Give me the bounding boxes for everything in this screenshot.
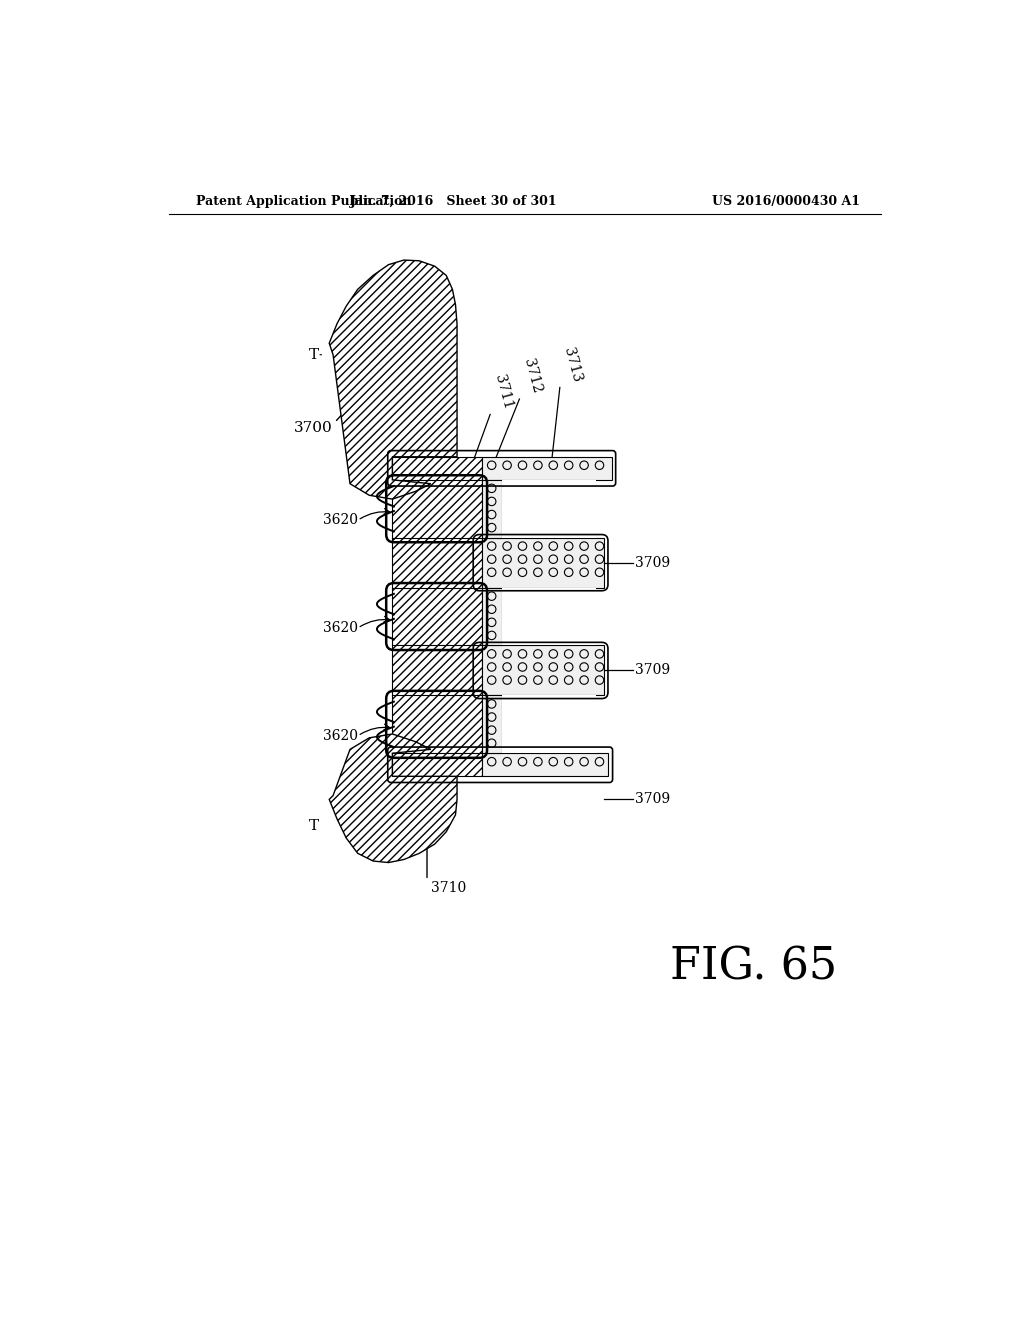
Bar [482,480,502,537]
Text: 3700: 3700 [294,421,333,434]
Text: 3713: 3713 [561,346,584,384]
Text: 3620: 3620 [323,513,357,527]
Text: 3620: 3620 [323,622,357,635]
Text: 3711: 3711 [492,372,514,411]
Text: US 2016/0000430 A1: US 2016/0000430 A1 [712,195,860,209]
Bar [482,754,608,776]
Bar [482,587,502,645]
Text: FIG. 65: FIG. 65 [670,945,837,989]
Polygon shape [330,734,457,862]
Text: 3709: 3709 [635,664,670,677]
Polygon shape [330,260,457,499]
Bar [482,457,611,480]
Text: 3620: 3620 [323,729,357,743]
Text: T: T [309,347,318,362]
Bar [482,645,604,696]
Text: 3712: 3712 [521,358,544,395]
Text: 3709: 3709 [635,556,670,570]
Text: 3710: 3710 [431,880,466,895]
Bar [502,480,596,537]
Text: Patent Application Publication: Patent Application Publication [196,195,412,209]
Bar [502,696,596,754]
Text: T: T [309,820,318,833]
Bar [502,587,596,645]
Text: 3709: 3709 [635,792,670,807]
Bar [482,537,604,587]
Bar [392,457,482,776]
Text: Jan. 7, 2016   Sheet 30 of 301: Jan. 7, 2016 Sheet 30 of 301 [350,195,558,209]
Bar [482,696,502,754]
